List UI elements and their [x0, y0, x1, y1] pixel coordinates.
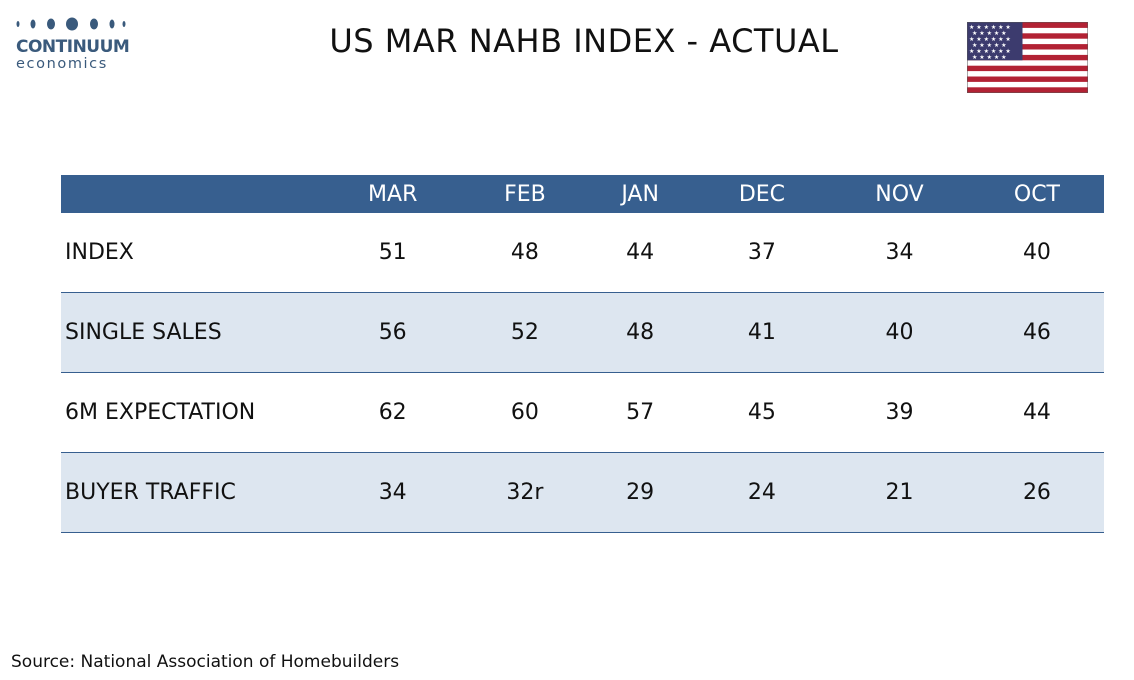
row-label: BUYER TRAFFIC: [61, 452, 321, 533]
svg-text:★ ★ ★ ★ ★: ★ ★ ★ ★ ★: [972, 54, 1007, 61]
table-cell: 37: [694, 213, 830, 293]
row-label: 6M EXPECTATION: [61, 372, 321, 453]
table-cell: 24: [694, 452, 830, 533]
table-row: SINGLE SALES 56 52 48 41 40 46: [61, 292, 1104, 373]
page-title: US MAR NAHB INDEX - ACTUAL: [329, 22, 839, 60]
logo-wordmark: CONTINUUM: [16, 37, 130, 57]
us-flag-icon: ★ ★ ★ ★ ★ ★ ★ ★ ★ ★ ★ ★ ★ ★ ★ ★ ★ ★ ★ ★ …: [966, 21, 1089, 97]
svg-text:★ ★ ★ ★ ★ ★: ★ ★ ★ ★ ★ ★: [969, 24, 1011, 31]
table-cell: 39: [829, 372, 970, 453]
table-cell: 62: [321, 372, 465, 453]
column-header: MAR: [321, 175, 465, 213]
table-cell: 56: [321, 292, 465, 373]
table-cell: 51: [321, 213, 465, 293]
table-cell: 40: [829, 292, 970, 373]
svg-text:★ ★ ★ ★ ★ ★: ★ ★ ★ ★ ★ ★: [969, 48, 1011, 55]
logo-subtitle: economics: [16, 56, 108, 72]
continuum-logo: CONTINUUM economics: [14, 16, 134, 72]
table-cell: 60: [464, 372, 586, 453]
table-cell: 57: [585, 372, 695, 453]
table-cell: 48: [585, 292, 695, 373]
column-header: NOV: [829, 175, 970, 213]
table-cell: 32r: [464, 452, 586, 533]
svg-text:★ ★ ★ ★ ★: ★ ★ ★ ★ ★: [972, 30, 1007, 37]
table-cell: 21: [829, 452, 970, 533]
svg-text:★ ★ ★ ★ ★: ★ ★ ★ ★ ★: [972, 42, 1007, 49]
table-cell: 26: [969, 452, 1104, 533]
row-label: SINGLE SALES: [61, 292, 321, 373]
column-header: OCT: [969, 175, 1104, 213]
table-cell: 45: [694, 372, 830, 453]
row-label: INDEX: [61, 213, 321, 293]
table-row: 6M EXPECTATION 62 60 57 45 39 44: [61, 372, 1104, 453]
svg-text:★ ★ ★ ★ ★ ★: ★ ★ ★ ★ ★ ★: [969, 36, 1011, 43]
nahb-data-table: MAR FEB JAN DEC NOV OCT INDEX 51 48 44 3…: [61, 175, 1104, 533]
column-header: FEB: [464, 175, 586, 213]
table-header-row: MAR FEB JAN DEC NOV OCT: [61, 175, 1104, 213]
column-header: JAN: [585, 175, 695, 213]
table-cell: 46: [969, 292, 1104, 373]
column-header: DEC: [694, 175, 830, 213]
logo-dots-icon: [16, 17, 126, 31]
table-cell: 40: [969, 213, 1104, 293]
table-row: INDEX 51 48 44 37 34 40: [61, 213, 1104, 293]
table-cell: 34: [829, 213, 970, 293]
source-note: Source: National Association of Homebuil…: [11, 652, 400, 672]
header-blank-cell: [61, 175, 321, 213]
table-cell: 48: [464, 213, 586, 293]
table-cell: 29: [585, 452, 695, 533]
table-cell: 34: [321, 452, 465, 533]
table-cell: 44: [969, 372, 1104, 453]
table-row: BUYER TRAFFIC 34 32r 29 24 21 26: [61, 452, 1104, 533]
table-cell: 41: [694, 292, 830, 373]
table-cell: 44: [585, 213, 695, 293]
table-cell: 52: [464, 292, 586, 373]
